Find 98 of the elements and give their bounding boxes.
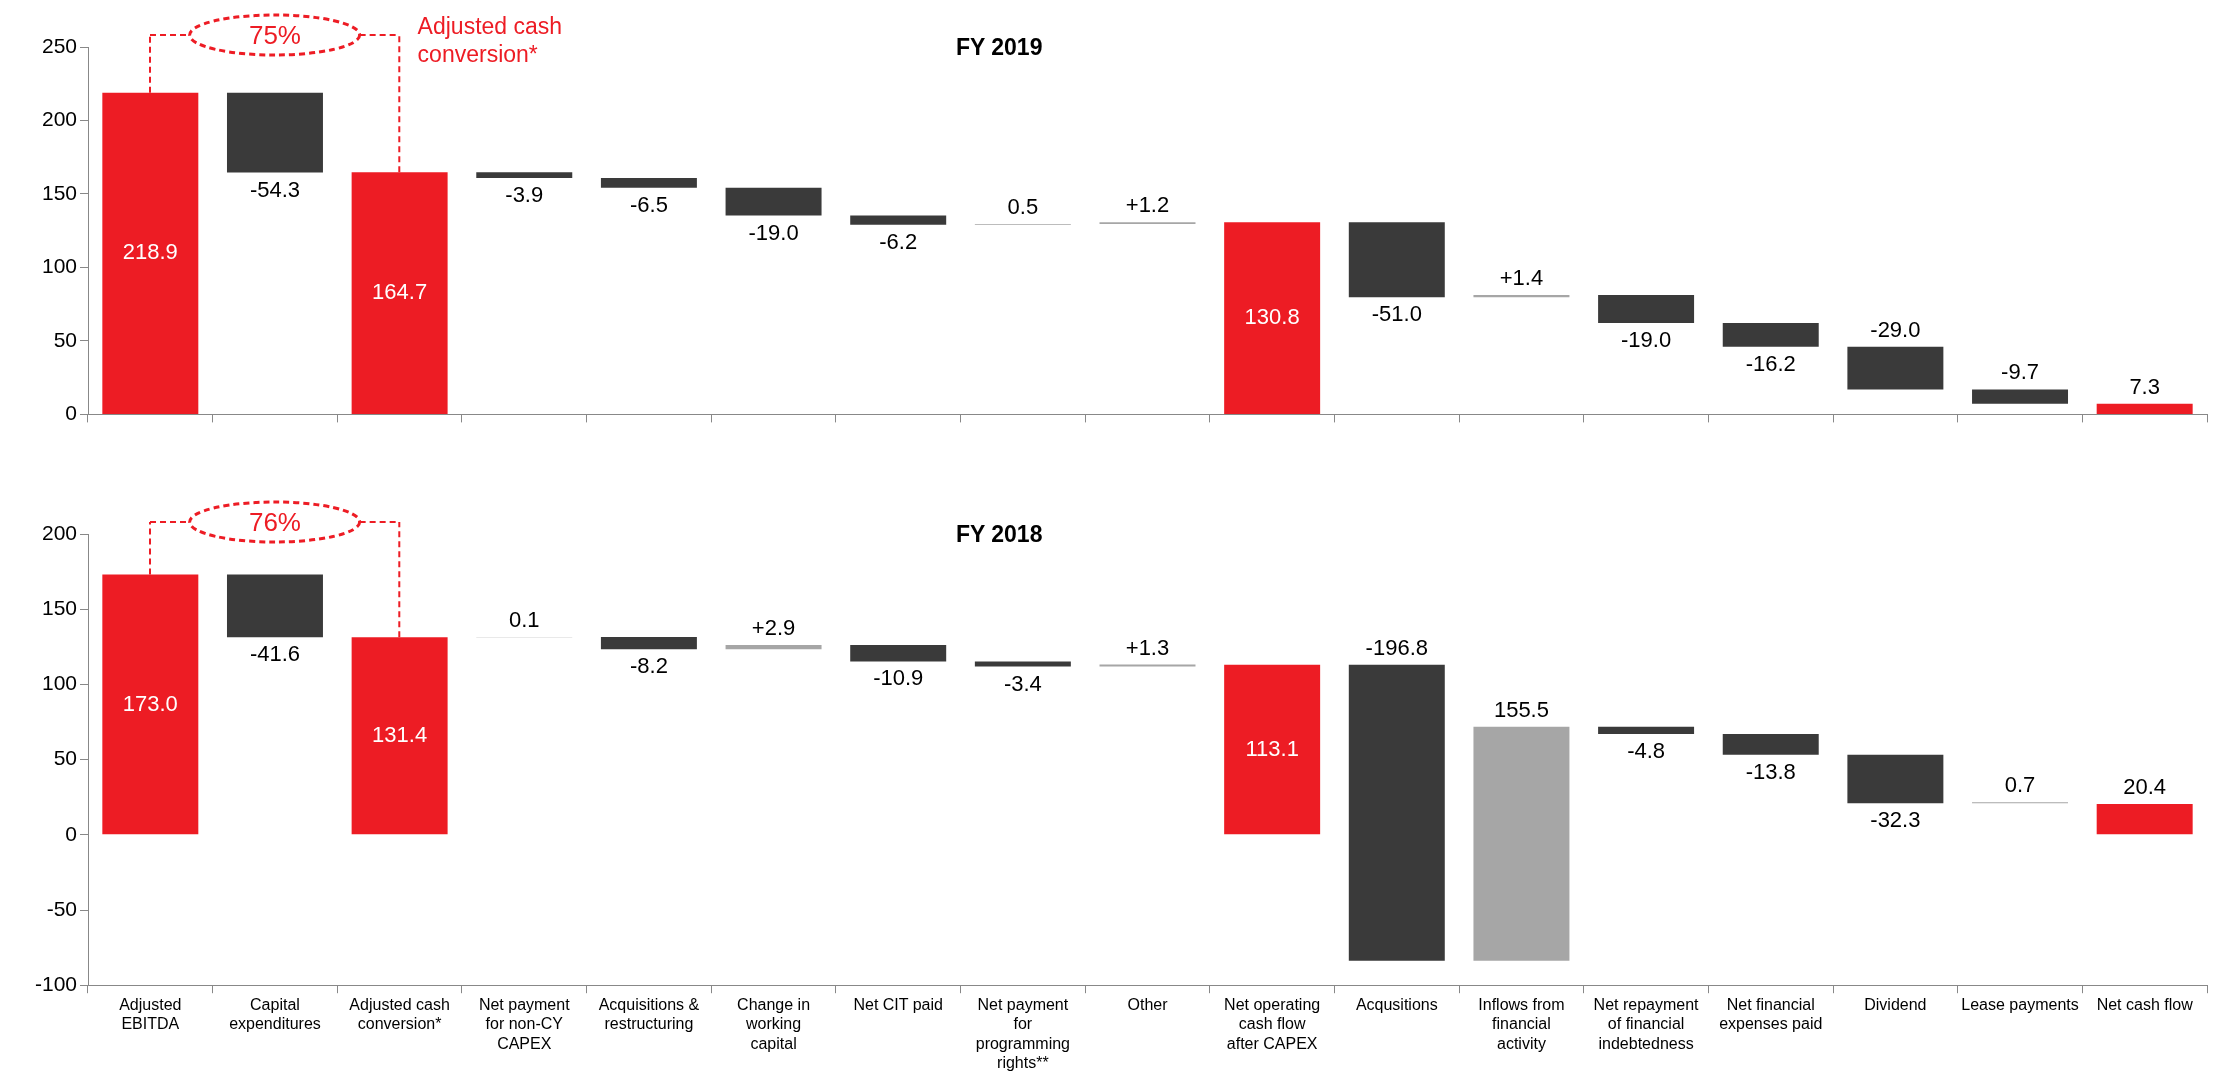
data-label: 164.7	[372, 279, 428, 305]
data-label: +1.3	[1125, 634, 1170, 660]
bar	[1348, 222, 1445, 298]
y-tick-label: 50	[53, 746, 77, 770]
y-tick-label: 200	[41, 107, 77, 131]
x-tick-label: Net cash flow	[2096, 996, 2194, 1014]
bar	[226, 574, 323, 638]
data-label: -16.2	[1745, 350, 1796, 376]
x-tick-label: Lease payments	[1961, 996, 2079, 1014]
x-tick-label: Net operating cash flow after CAPEX	[1224, 996, 1321, 1052]
y-tick-label: 0	[65, 821, 77, 845]
data-label: -19.0	[748, 219, 799, 245]
data-label: -6.2	[879, 228, 918, 254]
bar	[1722, 322, 1819, 347]
x-tick-label: Other	[1127, 996, 1169, 1014]
data-label: -9.7	[2001, 359, 2039, 385]
bar	[1598, 726, 1695, 735]
bar	[476, 172, 573, 179]
x-tick-label: Adjusted EBITDA	[119, 996, 182, 1033]
bar	[600, 178, 697, 188]
data-label: 218.9	[122, 239, 178, 265]
bar	[1473, 726, 1570, 961]
data-label: -13.8	[1745, 758, 1796, 784]
bar	[1722, 734, 1819, 755]
y-tick-label: 150	[41, 180, 77, 204]
x-tick-label: Net financial expenses paid	[1719, 996, 1823, 1033]
y-tick-label: 50	[53, 327, 77, 351]
x-tick-label: Capital expenditures	[229, 996, 321, 1033]
bar	[725, 187, 822, 216]
bar	[1598, 295, 1695, 323]
data-label: 0.5	[1007, 194, 1039, 219]
x-tick-label: Dividend	[1864, 996, 1927, 1014]
annotation: Adjusted cash conversion*	[417, 12, 564, 69]
data-label: -3.4	[1003, 670, 1042, 696]
data-label: 0.7	[2004, 772, 2036, 798]
data-label: +2.9	[751, 615, 796, 641]
data-label: 130.8	[1244, 304, 1300, 330]
data-label: 155.5	[1493, 696, 1549, 722]
x-tick-label: Net payment for programming rights**	[975, 996, 1070, 1071]
bar	[1224, 664, 1321, 835]
data-label: 131.4	[372, 721, 428, 747]
bar	[850, 645, 947, 662]
y-tick-label: 150	[41, 596, 77, 619]
data-label: -54.3	[249, 176, 301, 202]
data-label: -3.9	[505, 182, 544, 208]
bar	[351, 172, 448, 414]
x-tick-label: Net payment for non-CY CAPEX	[478, 996, 571, 1052]
data-label: 20.4	[2123, 774, 2167, 800]
chart-title: FY 2018	[955, 521, 1043, 548]
x-tick-label: Acquisitions & restructuring	[598, 996, 700, 1033]
x-tick-label: Acqusitions	[1355, 996, 1438, 1014]
bar	[102, 574, 199, 835]
annotation: 75%	[247, 20, 302, 50]
data-label: -196.8	[1365, 634, 1428, 660]
y-tick-label: -100	[34, 972, 77, 995]
data-label: -19.0	[1621, 327, 1672, 353]
y-tick-label: 200	[41, 520, 77, 544]
bar	[600, 637, 697, 650]
y-tick-label: -50	[46, 896, 77, 920]
x-tick-label: Inflows from financial activity	[1478, 996, 1565, 1052]
chart-title: FY 2019	[955, 34, 1043, 61]
bar	[1348, 664, 1445, 961]
bar	[1473, 295, 1570, 298]
y-tick-label: 100	[41, 671, 77, 695]
y-tick-label: 0	[65, 401, 77, 425]
bar	[102, 92, 199, 414]
data-label: -10.9	[873, 665, 924, 691]
data-label: -29.0	[1870, 316, 1921, 342]
y-tick-label: 250	[41, 33, 77, 57]
x-tick-label: Net CIT paid	[853, 996, 943, 1014]
bar	[1224, 222, 1321, 414]
data-label: -6.5	[629, 191, 668, 217]
annotation: 76%	[247, 507, 302, 537]
data-label: +1.4	[1499, 265, 1544, 291]
data-label: -32.3	[1870, 807, 1921, 833]
y-tick-label: 100	[41, 254, 77, 278]
data-label: +1.2	[1125, 192, 1170, 218]
x-tick-label: Change in working capital	[737, 996, 811, 1052]
bar	[2096, 403, 2193, 414]
bar	[1972, 389, 2069, 404]
data-label: 113.1	[1245, 735, 1299, 761]
x-tick-label: Net repayment of financial indebtedness	[1593, 996, 1700, 1052]
bar	[1847, 346, 1944, 390]
bar	[974, 661, 1071, 667]
data-label: 173.0	[122, 690, 178, 716]
x-tick-label: Adjusted cash conversion*	[349, 996, 450, 1033]
data-label: -41.6	[249, 641, 301, 667]
bar	[1847, 754, 1944, 804]
bar	[351, 637, 448, 835]
data-label: -51.0	[1371, 301, 1422, 327]
bar	[850, 215, 947, 225]
data-label: -8.2	[629, 653, 668, 679]
data-label: 0.1	[508, 607, 540, 633]
bar	[725, 645, 822, 650]
bar	[2096, 804, 2193, 835]
data-label: -4.8	[1627, 738, 1666, 764]
bar	[226, 92, 323, 173]
data-label: 7.3	[2129, 373, 2160, 399]
